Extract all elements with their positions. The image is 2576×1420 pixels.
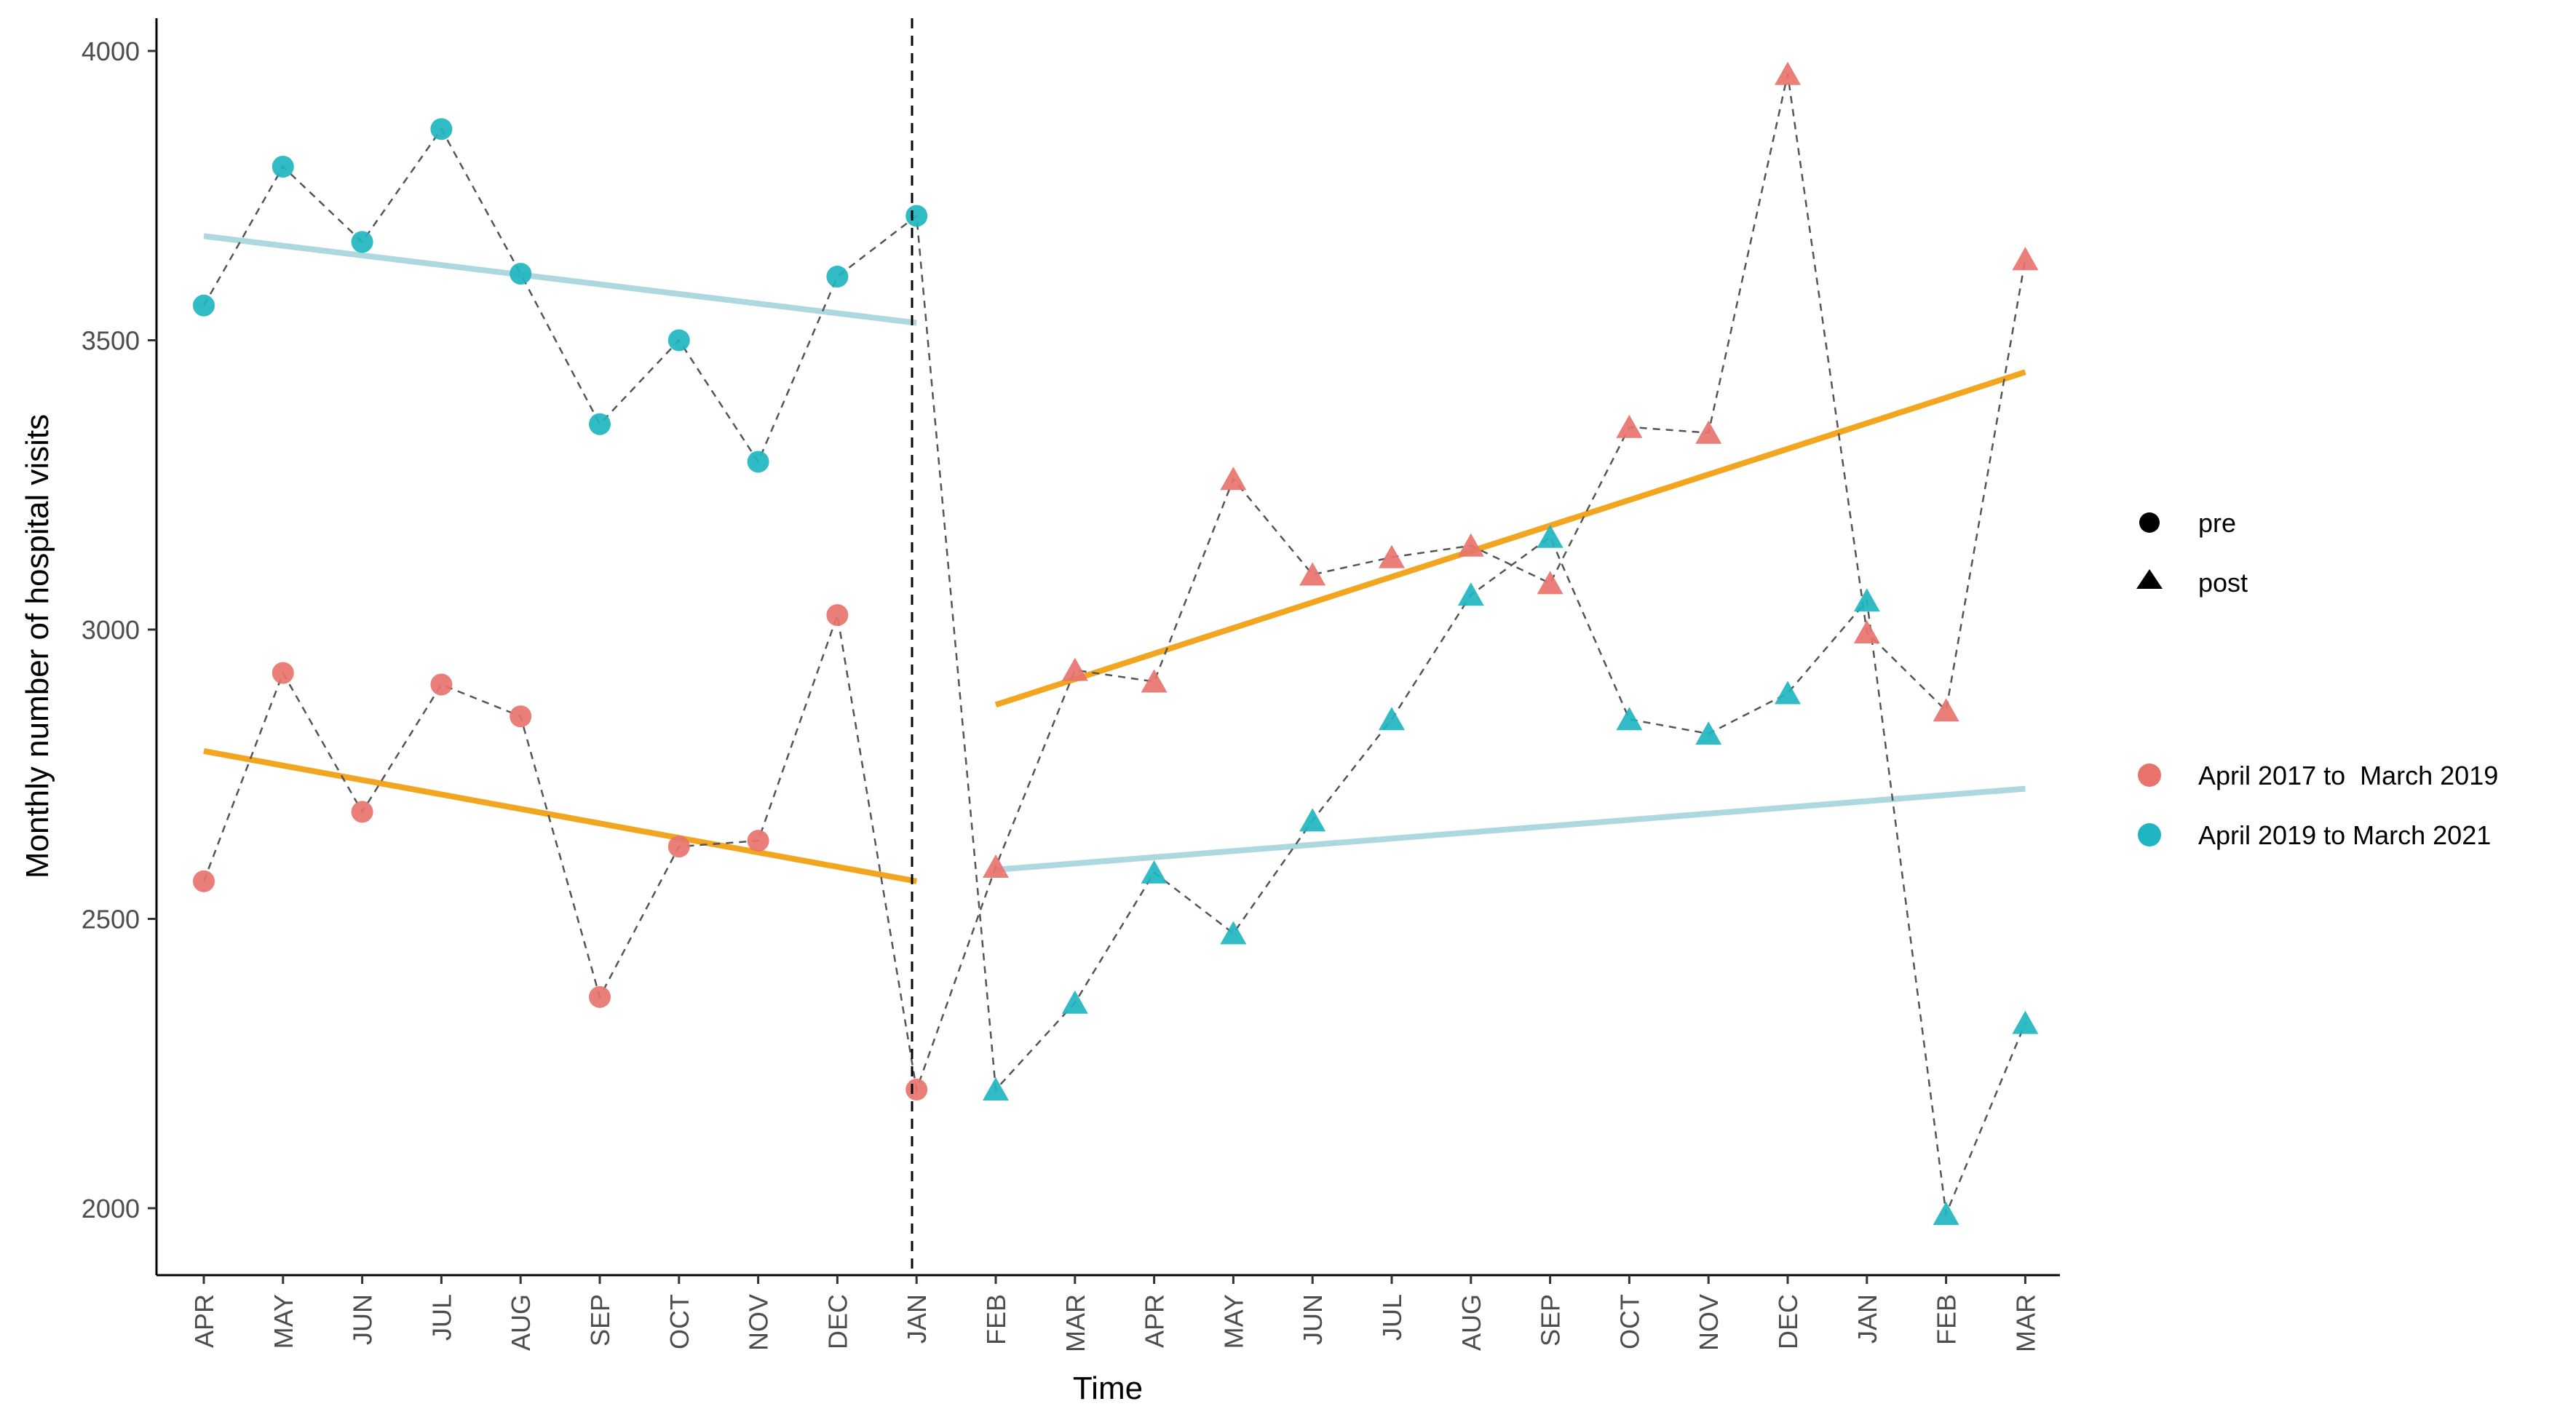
- x-tick-label: SEP: [585, 1294, 615, 1346]
- series-0-pre-point: [905, 1079, 928, 1101]
- series-1-pre-point: [510, 263, 532, 285]
- x-tick-label: JAN: [902, 1294, 932, 1344]
- y-axis-title: Monthly number of hospital visits: [20, 414, 55, 878]
- series-1-pre-point: [351, 231, 373, 253]
- legend: pre post April 2017 to March 2019 April …: [2136, 508, 2498, 850]
- legend-pre-circle-icon: [2139, 512, 2160, 533]
- x-tick-label: DEC: [1773, 1294, 1803, 1349]
- series-1-post-point: [1299, 808, 1326, 832]
- series-1-post-point: [1220, 921, 1247, 945]
- connector-lines-layer: [202, 74, 2026, 1218]
- data-points-layer: [193, 61, 2039, 1225]
- x-tick-label: DEC: [823, 1294, 852, 1349]
- x-tick-label: AUG: [506, 1294, 536, 1351]
- series-1-post-trend-line: [995, 785, 2026, 873]
- x-tick-label: AUG: [1457, 1294, 1486, 1351]
- series-1-pre-point: [193, 294, 215, 317]
- legend-cohort-2017-label: April 2017 to March 2019: [2198, 761, 2498, 790]
- series-0-post-point: [1061, 657, 1088, 681]
- series-1-post-point: [1141, 860, 1168, 884]
- series-0-post-point: [983, 854, 1009, 878]
- series-0-pre-point: [272, 662, 294, 684]
- series-1-post-point: [1933, 1201, 1959, 1225]
- x-tick-label: OCT: [1614, 1294, 1644, 1349]
- legend-post-triangle-icon: [2136, 569, 2163, 589]
- legend-pre-label: pre: [2198, 508, 2236, 538]
- series-0-post-point: [1299, 562, 1326, 586]
- x-tick-label: MAR: [2010, 1294, 2040, 1352]
- series-0-pre-trend-line: [203, 748, 917, 884]
- x-tick-label: MAY: [1218, 1294, 1248, 1349]
- series-0-post-point: [1141, 669, 1168, 693]
- series-0-pre-point: [430, 673, 453, 696]
- y-axis-ticks: 2000 2500 3000 3500 4000: [82, 36, 156, 1223]
- legend-cohort-2017-swatch: [2138, 763, 2161, 787]
- x-tick-label: MAY: [269, 1294, 298, 1349]
- series-1-post-point: [1853, 588, 1880, 612]
- series-0-post-point: [1537, 571, 1564, 595]
- series-0-pre-point: [193, 870, 215, 892]
- series-0-post-point: [1220, 467, 1247, 491]
- x-tick-label: JUL: [427, 1294, 456, 1341]
- x-tick-label: OCT: [665, 1294, 694, 1349]
- series-1-pre-point: [826, 266, 849, 288]
- series-1-pre-point: [905, 205, 928, 227]
- y-tick-label: 3500: [82, 326, 140, 356]
- series-0-post-point: [1695, 420, 1722, 444]
- series-1-pre-point: [667, 329, 690, 352]
- x-tick-label: APR: [1140, 1294, 1170, 1348]
- x-tick-label: FEB: [1932, 1294, 1962, 1345]
- series-1-post-point: [1537, 524, 1564, 548]
- x-tick-label: JAN: [1852, 1294, 1882, 1344]
- x-tick-label: MAR: [1061, 1294, 1090, 1352]
- legend-cohort-2019-swatch: [2138, 823, 2161, 846]
- series-1-post-point: [1616, 707, 1643, 731]
- y-tick-label: 2000: [82, 1194, 140, 1223]
- x-tick-label: SEP: [1536, 1294, 1566, 1346]
- series-1-post-point: [1379, 707, 1405, 731]
- series-0-post-point: [1933, 698, 1959, 722]
- x-tick-label: NOV: [744, 1294, 774, 1351]
- x-tick-label: APR: [189, 1294, 219, 1348]
- series-1-pre-point: [272, 156, 294, 178]
- series-0-post-point: [1379, 544, 1405, 568]
- x-axis-title: Time: [1073, 1371, 1143, 1406]
- series-1-post-point: [1695, 721, 1722, 745]
- series-0-pre-point: [510, 705, 532, 728]
- series-1-post-point: [1061, 990, 1088, 1014]
- series-0-connector-line: [202, 74, 2026, 1093]
- x-tick-label: JUL: [1377, 1294, 1407, 1341]
- series-0-pre-point: [826, 604, 849, 627]
- x-axis-ticks: APR MAY JUN JUL AUG SEP OCT NOV DEC JAN FEB MAR APR M…: [189, 1275, 2040, 1352]
- legend-post-label: post: [2198, 568, 2248, 598]
- x-tick-label: NOV: [1694, 1294, 1724, 1351]
- series-0-post-point: [1853, 619, 1880, 643]
- x-tick-label: JUN: [348, 1294, 378, 1345]
- series-1-post-point: [1775, 681, 1801, 705]
- series-1-pre-point: [747, 451, 769, 473]
- y-tick-label: 2500: [82, 905, 140, 935]
- legend-cohort-2019-label: April 2019 to March 2021: [2198, 820, 2491, 850]
- series-1-post-point: [2012, 1010, 2039, 1034]
- y-tick-label: 4000: [82, 36, 140, 66]
- y-tick-label: 3000: [82, 615, 140, 645]
- series-0-pre-point: [747, 830, 769, 852]
- series-0-post-point: [1775, 61, 1801, 85]
- series-0-pre-point: [589, 985, 611, 1008]
- series-1-pre-point: [430, 118, 453, 140]
- series-0-pre-point: [667, 836, 690, 858]
- x-tick-label: JUN: [1298, 1294, 1328, 1345]
- series-0-pre-point: [351, 801, 373, 823]
- series-1-pre-point: [589, 413, 611, 435]
- series-1-post-point: [1457, 582, 1484, 606]
- series-0-post-point: [1616, 414, 1643, 438]
- series-1-post-point: [983, 1077, 1009, 1101]
- series-0-post-point: [1457, 533, 1484, 557]
- x-tick-label: FEB: [981, 1294, 1011, 1345]
- series-0-post-point: [2012, 247, 2039, 271]
- series-1-connector-line: [202, 127, 2026, 1218]
- series-1-pre-trend-line: [203, 233, 917, 326]
